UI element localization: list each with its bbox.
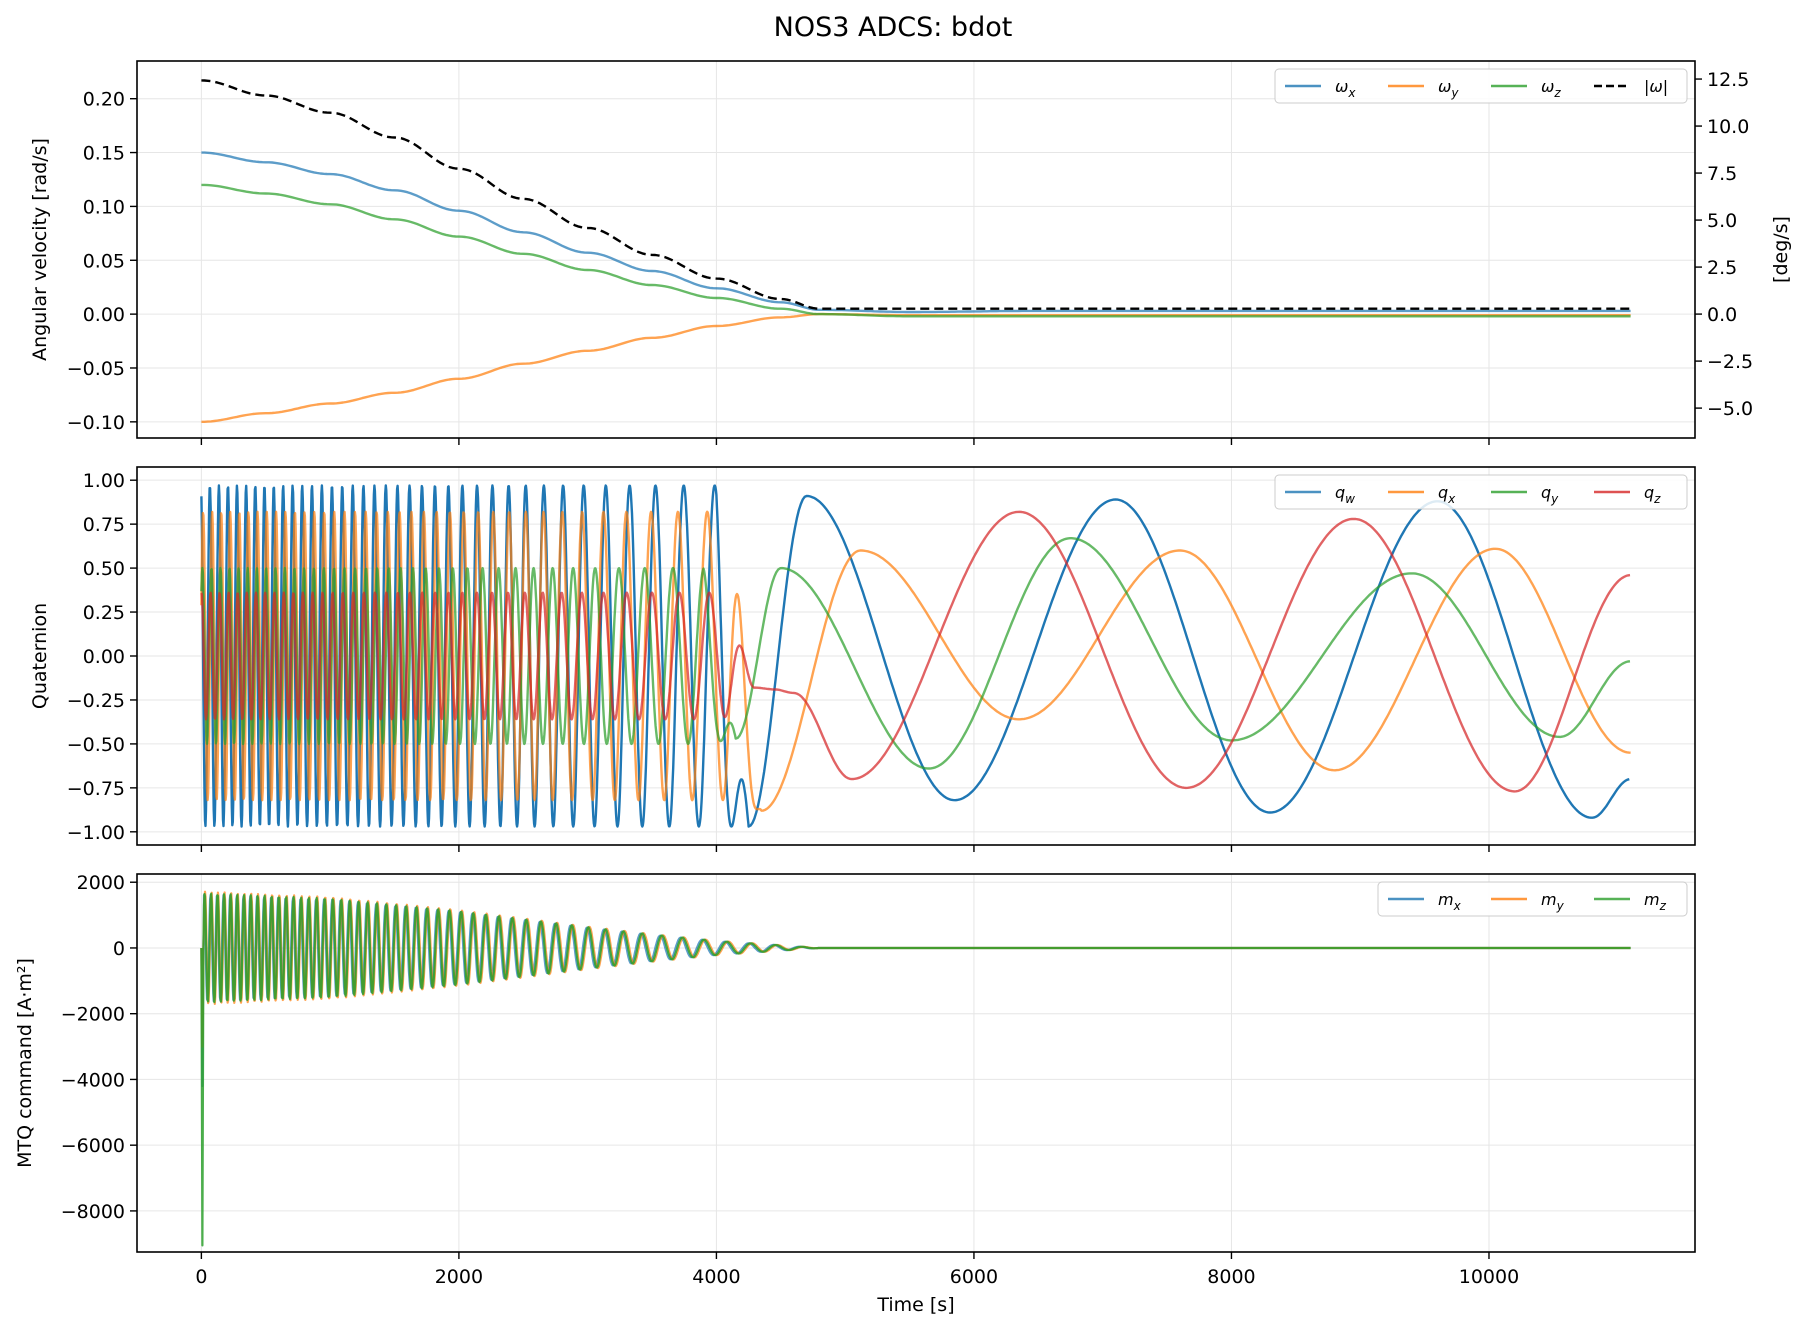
legend-label-sub: x bbox=[1347, 86, 1356, 100]
series-line-qz bbox=[200, 510, 1631, 793]
y2-tick-label: −5.0 bbox=[1707, 398, 1753, 420]
legend-label-main: q bbox=[1644, 483, 1654, 502]
y-tick-label: 0.20 bbox=[83, 89, 125, 111]
x-tick-label: 8000 bbox=[1207, 1266, 1255, 1288]
legend: mx my mz bbox=[1377, 881, 1688, 917]
legend-label-main: m bbox=[1438, 890, 1454, 909]
plot-area bbox=[200, 484, 1631, 828]
y-axis-label: Quaternion bbox=[29, 603, 51, 709]
legend-label-qy: qy bbox=[1541, 483, 1559, 506]
x-axis-label: Time [s] bbox=[876, 1294, 954, 1316]
series-line-qy bbox=[200, 537, 1631, 770]
y-tick-label: −1.00 bbox=[67, 822, 125, 844]
y2-tick-label: 5.0 bbox=[1707, 210, 1737, 232]
legend-label-|ω|: |ω| bbox=[1644, 77, 1668, 96]
legend-label-sub: x bbox=[1447, 492, 1456, 506]
legend-label-mx: mx bbox=[1438, 890, 1462, 913]
x-tick-label: 4000 bbox=[692, 1266, 740, 1288]
legend-box bbox=[1377, 881, 1688, 917]
y-tick-label: 0.25 bbox=[83, 602, 125, 624]
legend-label-main: ω bbox=[1541, 77, 1554, 96]
y-tick-label: 0.00 bbox=[83, 304, 125, 326]
series-line-mz bbox=[200, 892, 1632, 1247]
legend-label-sub: x bbox=[1453, 899, 1462, 913]
y2-axis-label: [deg/s] bbox=[1770, 216, 1792, 283]
legend-box bbox=[1274, 68, 1688, 104]
legend-label-ωx: ωx bbox=[1335, 77, 1356, 100]
x-tick-label: 0 bbox=[195, 1266, 207, 1288]
legend-label-qx: qx bbox=[1438, 483, 1456, 506]
y2-tick-label: 7.5 bbox=[1707, 163, 1737, 185]
panel-3: 0 2000 4000 6000 8000 10000 −8000 −6000 −4000 −20… bbox=[14, 872, 1696, 1316]
y-tick-label: 0.75 bbox=[83, 514, 125, 536]
y2-tick-label: 0.0 bbox=[1707, 304, 1737, 326]
legend-label-sub: y bbox=[1550, 492, 1559, 506]
axes-frame bbox=[136, 60, 1696, 439]
legend-label-sub: y bbox=[1450, 86, 1459, 100]
legend-label-my: my bbox=[1541, 890, 1565, 913]
x-tick-label: 6000 bbox=[950, 1266, 998, 1288]
y-tick-label: −0.25 bbox=[67, 690, 125, 712]
series-line-|ω| bbox=[201, 79, 1631, 310]
legend-label-main: q bbox=[1541, 483, 1551, 502]
y-tick-label: −6000 bbox=[61, 1135, 125, 1157]
y-tick-label: −0.05 bbox=[67, 358, 125, 380]
legend-label-sub: z bbox=[1659, 899, 1667, 913]
legend-label-qw: qw bbox=[1335, 483, 1355, 506]
y-tick-label: −4000 bbox=[61, 1069, 125, 1091]
plot-area bbox=[201, 79, 1631, 423]
axes-frame bbox=[136, 873, 1696, 1253]
legend: qw qx qy qz bbox=[1274, 474, 1688, 510]
y-tick-label: −8000 bbox=[61, 1201, 125, 1223]
y-tick-label: 0 bbox=[113, 938, 125, 960]
legend-label-main: q bbox=[1335, 483, 1345, 502]
y-axis-label: MTQ command [A·m²] bbox=[14, 958, 36, 1168]
series-line-ωz bbox=[201, 183, 1631, 318]
legend-label-main: ω bbox=[1438, 77, 1451, 96]
panel-2: −1.00 −0.75 −0.50 −0.25 0.00 0.25 0.50 0.75 1.00… bbox=[29, 466, 1696, 852]
y-tick-label: 0.15 bbox=[83, 143, 125, 165]
legend: ωx ωy ωz |ω| bbox=[1274, 68, 1688, 104]
y-tick-label: −2000 bbox=[61, 1004, 125, 1026]
legend-label-sub: w bbox=[1345, 492, 1355, 506]
legend-box bbox=[1274, 474, 1688, 510]
panel-1: −0.10 −0.05 0.00 0.05 0.10 0.15 0.20 −5.0 −2.5 0.… bbox=[29, 60, 1792, 445]
figure-title: NOS3 ADCS: bdot bbox=[774, 12, 1013, 43]
x-tick-label: 10000 bbox=[1459, 1266, 1519, 1288]
y-axis-label: Angular velocity [rad/s] bbox=[29, 138, 51, 361]
legend-label-qz: qz bbox=[1644, 483, 1661, 506]
y-tick-label: 0.05 bbox=[83, 250, 125, 272]
y-tick-label: 0.50 bbox=[83, 558, 125, 580]
legend-label-sub: z bbox=[1553, 86, 1561, 100]
legend-label-main: m bbox=[1644, 890, 1660, 909]
legend-label-sub: y bbox=[1556, 899, 1565, 913]
y-tick-label: 0.10 bbox=[83, 196, 125, 218]
legend-label-ωy: ωy bbox=[1438, 77, 1459, 100]
y2-tick-label: −2.5 bbox=[1707, 351, 1753, 373]
legend-label-mz: mz bbox=[1644, 890, 1667, 913]
legend-label-ωz: ωz bbox=[1541, 77, 1561, 100]
legend-label-main: q bbox=[1438, 483, 1448, 502]
plot-area bbox=[200, 890, 1632, 1247]
y-tick-label: 0.00 bbox=[83, 646, 125, 668]
y2-tick-label: 2.5 bbox=[1707, 257, 1737, 279]
y2-tick-label: 12.5 bbox=[1707, 69, 1749, 91]
legend-label-main: m bbox=[1541, 890, 1557, 909]
y-tick-label: −0.75 bbox=[67, 778, 125, 800]
grid bbox=[137, 61, 1695, 438]
y-tick-label: −0.10 bbox=[67, 412, 125, 434]
y2-tick-label: 10.0 bbox=[1707, 116, 1749, 138]
legend-label-main: |ω| bbox=[1644, 77, 1668, 96]
y-tick-label: 2000 bbox=[77, 872, 125, 894]
legend-label-main: ω bbox=[1335, 77, 1348, 96]
y-tick-label: 1.00 bbox=[83, 470, 125, 492]
y-tick-label: −0.50 bbox=[67, 734, 125, 756]
series-line-ωx bbox=[201, 151, 1631, 314]
x-tick-label: 2000 bbox=[435, 1266, 483, 1288]
legend-label-sub: z bbox=[1653, 492, 1661, 506]
